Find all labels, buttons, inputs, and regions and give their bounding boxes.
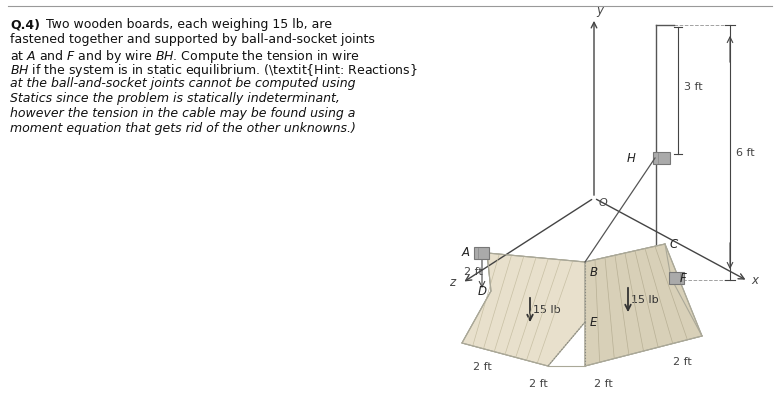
Text: $\mathit{E}$: $\mathit{E}$ (589, 316, 598, 329)
Text: $\mathit{A}$: $\mathit{A}$ (461, 246, 471, 260)
Text: $x$: $x$ (751, 274, 760, 288)
Polygon shape (474, 247, 489, 259)
Text: Q.4): Q.4) (10, 18, 40, 31)
Text: 15 lb: 15 lb (533, 305, 561, 315)
Text: $\mathit{F}$: $\mathit{F}$ (679, 272, 688, 285)
Text: 2 ft: 2 ft (529, 379, 548, 389)
Text: 3 ft: 3 ft (684, 82, 703, 91)
Text: 2 ft: 2 ft (463, 267, 482, 277)
Text: fastened together and supported by ball-and-socket joints: fastened together and supported by ball-… (10, 33, 375, 46)
Text: 6 ft: 6 ft (736, 147, 754, 157)
Text: at the ball-and-socket joints cannot be computed using: at the ball-and-socket joints cannot be … (10, 77, 356, 90)
Polygon shape (462, 253, 585, 366)
Text: Statics since the problem is statically indeterminant,: Statics since the problem is statically … (10, 92, 340, 105)
Polygon shape (462, 253, 585, 366)
Text: $\mathit{BH}$ if the system is in static equilibrium. (\textit{Hint: Reactions}: $\mathit{BH}$ if the system is in static… (10, 62, 417, 80)
Text: $\mathit{B}$: $\mathit{B}$ (589, 266, 598, 279)
Text: $\mathit{D}$: $\mathit{D}$ (477, 285, 487, 298)
Text: $z$: $z$ (448, 276, 457, 290)
Polygon shape (585, 244, 702, 366)
Text: $\mathit{H}$: $\mathit{H}$ (626, 152, 637, 164)
Text: Two wooden boards, each weighing 15 lb, are: Two wooden boards, each weighing 15 lb, … (42, 18, 332, 31)
Text: however the tension in the cable may be found using a: however the tension in the cable may be … (10, 107, 356, 120)
Text: 2 ft: 2 ft (473, 362, 491, 372)
Text: moment equation that gets rid of the other unknowns.): moment equation that gets rid of the oth… (10, 122, 356, 135)
Text: $\mathit{C}$: $\mathit{C}$ (669, 237, 679, 250)
Text: at $\mathit{A}$ and $\mathit{F}$ and by wire $\mathit{BH}$. Compute the tension : at $\mathit{A}$ and $\mathit{F}$ and by … (10, 48, 360, 65)
Polygon shape (653, 152, 670, 164)
Polygon shape (669, 272, 684, 284)
Text: 15 lb: 15 lb (631, 295, 658, 305)
Text: $y$: $y$ (596, 5, 605, 19)
Text: $O$: $O$ (598, 196, 608, 208)
Polygon shape (585, 244, 702, 366)
Text: 2 ft: 2 ft (672, 357, 691, 367)
Text: 2 ft: 2 ft (594, 379, 612, 389)
